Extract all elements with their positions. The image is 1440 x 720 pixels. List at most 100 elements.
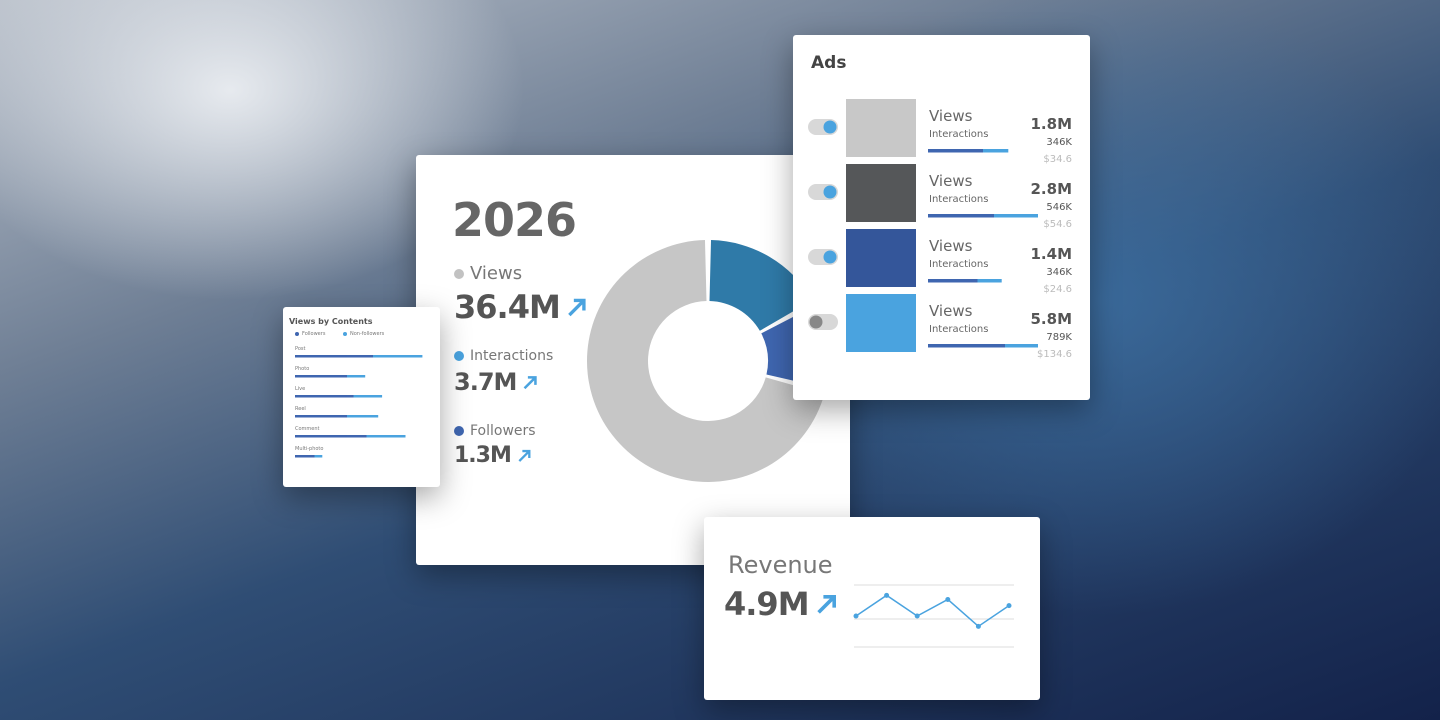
content-bar: [295, 395, 354, 398]
legend-item: Followers: [295, 331, 325, 337]
content-bar: [353, 395, 383, 398]
ads-card: Ads Views Interactions 1.8M 346K $34.6 Views I…: [793, 35, 1090, 400]
ad-interactions: 346K: [1046, 267, 1072, 278]
ad-views: 1.4M: [1030, 245, 1073, 263]
ad-bar: [928, 214, 994, 218]
trend-point: [975, 623, 981, 629]
ad-interactions: 789K: [1046, 332, 1072, 343]
arrow-shape: [567, 298, 586, 317]
metric-dot: [454, 426, 464, 436]
legend-dot: [343, 332, 347, 336]
trend-point: [884, 592, 890, 598]
ad-sub: Interactions: [929, 259, 989, 270]
metric: Interactions 3.7M: [454, 348, 553, 396]
metric-label: Interactions: [454, 348, 553, 364]
contents-card: Views by Contents Followers Non-followers…: [283, 307, 440, 487]
ad-thumbnail: [846, 229, 916, 287]
metric-value-row: 1.3M: [454, 443, 536, 468]
metric-value-row: 36.4M: [454, 288, 588, 326]
ad-interactions: 546K: [1046, 202, 1072, 213]
content-label: Live: [295, 386, 306, 392]
donut-segment: [709, 240, 813, 331]
content-bar: [373, 355, 423, 358]
ad-bar: [977, 279, 1002, 283]
toggle-knob: [823, 250, 837, 264]
revenue-card: Revenue 4.9M: [704, 517, 1040, 700]
trend-point: [1006, 603, 1012, 609]
content-bar: [295, 455, 315, 458]
content-bar: [347, 375, 366, 378]
metric: Followers 1.3M: [454, 423, 536, 468]
contents-title: Views by Contents: [289, 317, 373, 326]
ad-views: 5.8M: [1030, 310, 1073, 328]
metric-label: Views: [454, 263, 588, 284]
ad-metric: Views: [929, 237, 973, 255]
ad-views: 1.8M: [1030, 115, 1073, 133]
ad-bar: [1005, 344, 1038, 348]
content-label: Post: [295, 346, 306, 352]
toggle-knob: [823, 120, 837, 134]
ad-bar: [928, 344, 1005, 348]
trend-point: [853, 613, 859, 619]
ad-views: 2.8M: [1030, 180, 1073, 198]
ads-graphics: [808, 99, 1038, 352]
content-bar: [314, 455, 323, 458]
ad-cost: $134.6: [1037, 349, 1072, 360]
revenue-amount: 4.9M: [724, 585, 810, 623]
contents-bars: [295, 355, 423, 458]
content-bar: [295, 415, 347, 418]
donut-segment: [587, 240, 825, 482]
metric-dot: [454, 351, 464, 361]
ads-title: Ads: [811, 53, 847, 73]
trend-point: [914, 613, 920, 619]
content-label: Multi-photo: [295, 446, 324, 452]
metric-name: Interactions: [470, 348, 554, 364]
overview-card: 2026 Views 36.4M Interactions 3.7M Followers…: [416, 155, 850, 565]
metric-dot: [454, 268, 464, 279]
metric-value: 36.4M: [454, 288, 561, 326]
metric-name: Views: [470, 263, 523, 284]
toggle-knob: [809, 315, 823, 329]
trend-arrow: [816, 595, 836, 614]
arrow-shape: [524, 375, 538, 389]
revenue-trend: [853, 584, 1014, 648]
ad-thumbnail: [846, 294, 916, 352]
ad-sub: Interactions: [929, 129, 989, 140]
ad-metric: Views: [929, 302, 973, 320]
content-label: Photo: [295, 366, 310, 372]
content-bar: [295, 355, 373, 358]
content-bar: [295, 435, 367, 438]
legend-item: Non-followers: [343, 331, 384, 337]
ad-thumbnail: [846, 164, 916, 222]
metric-value-row: 3.7M: [454, 368, 553, 396]
legend-name: Followers: [302, 331, 326, 337]
year: 2026: [452, 193, 577, 247]
ad-metric: Views: [929, 172, 973, 190]
ad-thumbnail: [846, 99, 916, 157]
trend-line: [855, 594, 1010, 628]
ad-cost: $54.6: [1043, 219, 1072, 230]
ad-bar: [983, 149, 1009, 153]
legend-dot: [295, 332, 299, 336]
content-label: Comment: [295, 426, 320, 432]
content-bar: [366, 435, 406, 438]
metric-name: Followers: [470, 423, 536, 439]
ad-metric: Views: [929, 107, 973, 125]
ad-cost: $34.6: [1043, 154, 1072, 165]
ad-cost: $24.6: [1043, 284, 1072, 295]
content-label: Reel: [295, 406, 306, 412]
legend-name: Non-followers: [350, 331, 385, 337]
metric-value: 3.7M: [454, 368, 517, 396]
ad-sub: Interactions: [929, 324, 989, 335]
trend-point: [945, 596, 951, 602]
ad-bar: [994, 214, 1038, 218]
ad-interactions: 346K: [1046, 137, 1072, 148]
revenue-title: Revenue: [728, 551, 833, 579]
content-bar: [347, 415, 379, 418]
trend-arrow: [567, 298, 586, 317]
metric-label: Followers: [454, 423, 536, 439]
ad-sub: Interactions: [929, 194, 989, 205]
content-bar: [295, 375, 347, 378]
